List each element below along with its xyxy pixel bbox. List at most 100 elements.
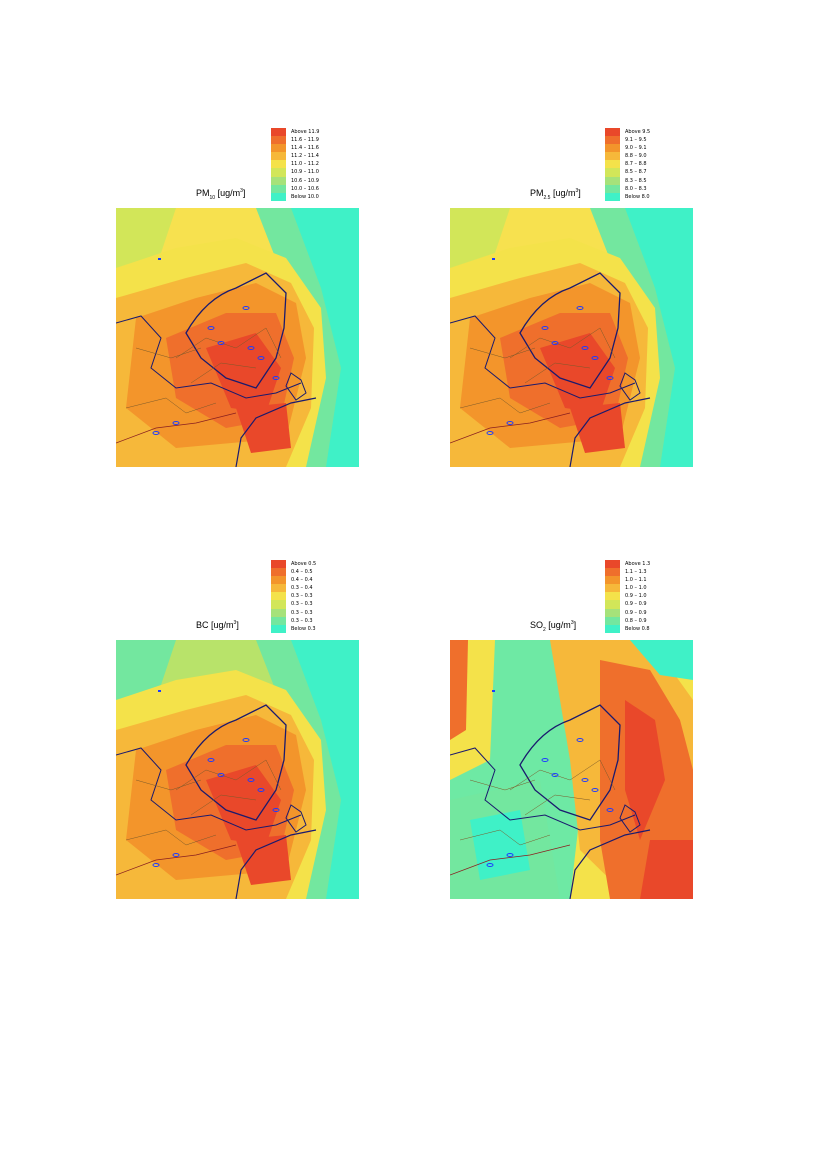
lake-outline — [247, 346, 255, 350]
lake-outline — [217, 341, 225, 345]
road-line — [116, 412, 237, 444]
legend-label: 0.8 – 0.9 — [625, 617, 647, 624]
legend-swatch — [271, 192, 286, 201]
lake-outline — [217, 773, 225, 777]
legend-swatch — [605, 168, 620, 177]
legend-swatch — [605, 584, 620, 593]
legend-swatch — [605, 144, 620, 153]
legend-label: 1.0 – 1.0 — [625, 585, 647, 592]
zone-band — [630, 640, 693, 680]
title-main: PM — [196, 188, 210, 198]
legend-label: Above 0.5 — [291, 561, 317, 567]
legend-label: 0.3 – 0.3 — [291, 593, 313, 600]
lake-outline — [551, 773, 559, 777]
legend-label: 8.0 – 8.3 — [625, 185, 647, 192]
lake-outline — [207, 758, 215, 762]
legend-swatch — [605, 576, 620, 585]
zone-band — [206, 333, 281, 413]
zone-band — [470, 810, 530, 880]
legend-label: 10.9 – 11.0 — [291, 169, 319, 176]
title-sub: 2.5 — [543, 194, 551, 201]
coastline — [185, 704, 287, 821]
legend-label: 9.1 – 9.5 — [625, 137, 647, 144]
legend-label: 0.9 – 0.9 — [625, 609, 647, 616]
legend-label: 0.9 – 1.0 — [625, 593, 647, 600]
map-so2 — [450, 640, 693, 899]
road-line — [509, 759, 616, 816]
title-close: ] — [242, 188, 246, 198]
legend-label: 9.0 – 9.1 — [625, 145, 647, 152]
map-marker — [158, 690, 161, 692]
panel-bc: Above 0.5 0.4 – 0.5 0.4 – 0.4 0.3 – 0.4 0.3 … — [116, 560, 416, 920]
legend-swatch — [605, 616, 620, 625]
lake-outline — [606, 376, 614, 380]
lake-outline — [576, 306, 584, 310]
title-sup: 3 — [233, 620, 237, 626]
legend-label: 0.3 – 0.3 — [291, 609, 313, 616]
lake-outline — [272, 808, 280, 812]
zone-band — [570, 403, 625, 453]
panel-pm25: Above 9.5 9.1 – 9.5 9.0 – 9.1 8.8 – 9.0 8.7 … — [450, 128, 750, 488]
lake-outline — [576, 738, 584, 742]
legend-swatch — [271, 584, 286, 593]
lake-outline — [606, 808, 614, 812]
legend-swatch — [605, 176, 620, 185]
island-outline — [619, 804, 641, 833]
legend-swatch — [605, 192, 620, 201]
legend-label: Below 0.3 — [291, 625, 316, 632]
legend-label: 0.4 – 0.5 — [291, 569, 313, 576]
legend-swatch — [271, 168, 286, 177]
legend-label: 0.3 – 0.3 — [291, 617, 313, 624]
legend-swatch — [605, 592, 620, 601]
title-close: ] — [236, 620, 239, 630]
legend-swatch — [605, 568, 620, 577]
title-sup: 3 — [570, 620, 574, 626]
legend-label: 1.1 – 1.3 — [625, 569, 647, 576]
road-line — [450, 844, 571, 876]
panel-pm10: Above 11.9 11.6 – 11.9 11.4 – 11.6 11.2 – 1… — [116, 128, 416, 488]
island-outline — [619, 372, 641, 401]
coastline — [235, 397, 317, 467]
concentration-map — [116, 208, 359, 467]
lake-outline — [551, 341, 559, 345]
legend-swatch — [605, 184, 620, 193]
zone-band — [450, 640, 468, 740]
map-pm10 — [116, 208, 359, 467]
legend-swatch — [605, 600, 620, 609]
map-marker — [158, 258, 161, 260]
legend-swatch — [271, 576, 286, 585]
title-unit: [ug/m — [217, 188, 241, 198]
coastline — [519, 272, 621, 389]
zone-band — [625, 700, 665, 840]
lake-outline — [272, 376, 280, 380]
legend-label: Below 10.0 — [291, 193, 319, 200]
legend-swatch — [271, 616, 286, 625]
map-pm25 — [450, 208, 693, 467]
legend-swatch — [271, 144, 286, 153]
map-marker — [492, 690, 495, 692]
legend-swatch — [271, 624, 286, 633]
road-line — [509, 327, 616, 384]
road-line — [459, 779, 551, 846]
legend-swatch — [271, 600, 286, 609]
road-line — [175, 327, 282, 384]
zone-band — [450, 208, 510, 278]
legend-swatch — [605, 560, 620, 569]
legend-swatch — [605, 160, 620, 169]
legend-label: 11.6 – 11.9 — [291, 137, 319, 144]
title-sub: 10 — [209, 194, 216, 201]
road-line — [175, 759, 282, 816]
legend-label: 10.0 – 10.6 — [291, 185, 319, 192]
road-line — [116, 844, 237, 876]
map-bc — [116, 640, 359, 899]
lake-outline — [581, 346, 589, 350]
coastline — [519, 704, 621, 821]
legend-label: 10.6 – 10.9 — [291, 177, 319, 184]
title-sup: 3 — [240, 188, 243, 194]
zone-band — [610, 208, 693, 467]
coastline — [569, 829, 651, 899]
lake-outline — [506, 421, 514, 425]
zone-band — [640, 840, 693, 899]
legend-swatch — [271, 128, 286, 137]
legend-label: Above 9.5 — [625, 129, 651, 135]
